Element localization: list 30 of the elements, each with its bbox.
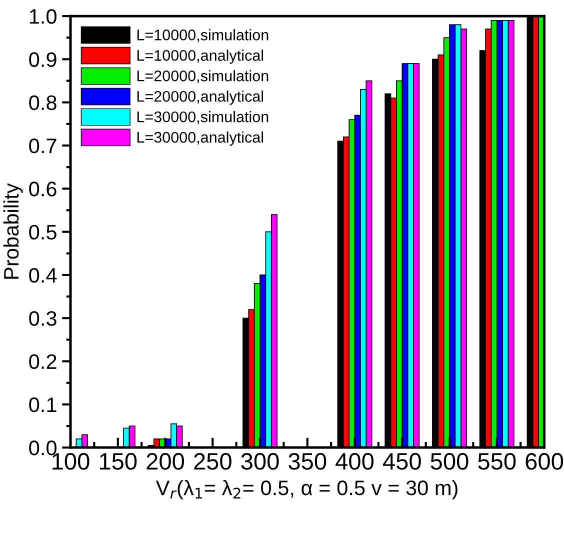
- y-tick-label: 0.3: [29, 311, 56, 326]
- x-tick-label: 200: [146, 453, 184, 470]
- y-axis-title: Probability: [3, 183, 23, 279]
- y-tick-label: 0.1: [29, 397, 56, 412]
- y-tick-label: 0.0: [29, 440, 56, 456]
- y-tick-label: 0.4: [29, 268, 57, 283]
- y-tick-label: 0.8: [29, 95, 56, 110]
- legend-label: L=10000,analytical: [137, 50, 264, 64]
- x-tick-label: 250: [194, 453, 232, 470]
- legend-label: L=30000,simulation: [137, 111, 268, 124]
- x-tick-label: 450: [382, 453, 421, 470]
- y-tick-label: 0.5: [29, 224, 56, 240]
- y-tick-label: 0.2: [29, 354, 56, 370]
- y-tick-label: 1.0: [30, 9, 56, 24]
- x-tick-label: 400: [336, 453, 374, 470]
- x-tick-label: 100: [52, 453, 90, 470]
- legend-label: L=10000,simulation: [137, 29, 268, 42]
- x-tick-label: 150: [100, 453, 137, 470]
- x-tick-label: 500: [430, 453, 468, 470]
- x-tick-label: 550: [478, 453, 516, 470]
- legend-label: L=20000,analytical: [137, 90, 264, 105]
- x-tick-label: 300: [241, 453, 279, 470]
- x-axis-title: V$_{r}$(λ$_{1}$= λ$_{2}$= 0.5, α = 0.5 v = 30 m): [156, 480, 458, 500]
- legend-label: L=30000,analytical: [137, 132, 264, 146]
- x-tick-label: 350: [288, 453, 326, 470]
- legend-label: L=20000,simulation: [137, 70, 268, 84]
- x-tick-label: 600: [526, 453, 564, 470]
- y-tick-label: 0.7: [29, 138, 56, 154]
- y-tick-label: 0.6: [29, 182, 56, 196]
- y-tick-label: 0.9: [29, 52, 56, 67]
